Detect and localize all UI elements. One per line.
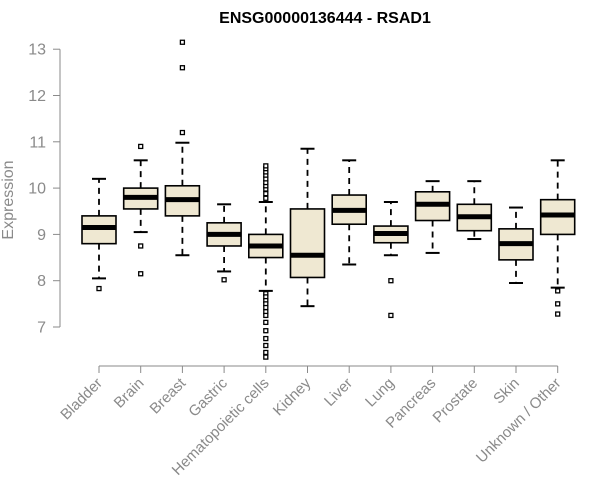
outlier-point <box>263 328 269 334</box>
outlier-point <box>221 277 227 283</box>
outlier-point <box>179 39 186 45</box>
outlier-point <box>263 342 269 349</box>
outlier-point <box>388 312 394 319</box>
box-group <box>81 177 117 292</box>
box-group <box>414 180 451 254</box>
outlier-point <box>96 285 102 292</box>
y-tick-label: 10 <box>28 181 46 198</box>
outlier-point <box>555 311 561 317</box>
x-tick-label: Bladder <box>57 375 106 424</box>
outlier-point <box>263 304 269 311</box>
box-group <box>248 163 284 360</box>
outlier-point <box>263 319 269 326</box>
x-tick-label: Lung <box>362 375 398 411</box>
box-group <box>456 180 493 241</box>
box-group <box>539 159 576 317</box>
outlier-point <box>555 301 561 307</box>
x-tick-label: Breast <box>147 374 190 417</box>
outlier-point <box>555 288 561 294</box>
outlier-point <box>263 335 269 342</box>
box-group <box>164 39 201 257</box>
outlier-point <box>263 354 269 360</box>
outlier-point <box>138 143 144 150</box>
x-tick-label: Kidney <box>270 374 315 419</box>
x-tick-label: Prostate <box>430 375 482 427</box>
y-tick-label: 13 <box>28 42 46 59</box>
outlier-point <box>263 349 269 356</box>
plot-area <box>81 39 576 360</box>
y-tick-label: 11 <box>29 134 46 151</box>
outlier-point <box>388 278 394 284</box>
y-tick-label: 8 <box>37 273 46 290</box>
y-tick-label: 12 <box>28 88 46 105</box>
y-axis-label: Expression <box>0 160 17 239</box>
box-group <box>206 203 242 283</box>
box-group <box>289 147 326 308</box>
box-group <box>122 143 159 277</box>
x-tick-label: Brain <box>111 375 148 412</box>
x-tick-label: Skin <box>490 375 523 408</box>
y-axis: 7 8 9 10 11 12 13 <box>28 42 61 337</box>
outlier-point <box>263 312 269 319</box>
outlier-point <box>263 163 269 169</box>
outlier-point <box>179 129 186 136</box>
y-tick-label: 7 <box>37 320 46 337</box>
y-tick-label: 9 <box>37 227 46 244</box>
box-group <box>373 200 409 319</box>
box-group <box>331 159 368 266</box>
x-tick-label: Liver <box>321 375 356 410</box>
box <box>289 208 326 279</box>
outlier-point <box>263 191 269 197</box>
box-group <box>498 206 534 285</box>
outlier-point <box>138 243 144 249</box>
outlier-point <box>263 195 269 201</box>
chart-title: ENSG00000136444 - RSAD1 <box>219 10 431 27</box>
outlier-point <box>179 65 186 71</box>
outlier-point <box>138 271 144 277</box>
